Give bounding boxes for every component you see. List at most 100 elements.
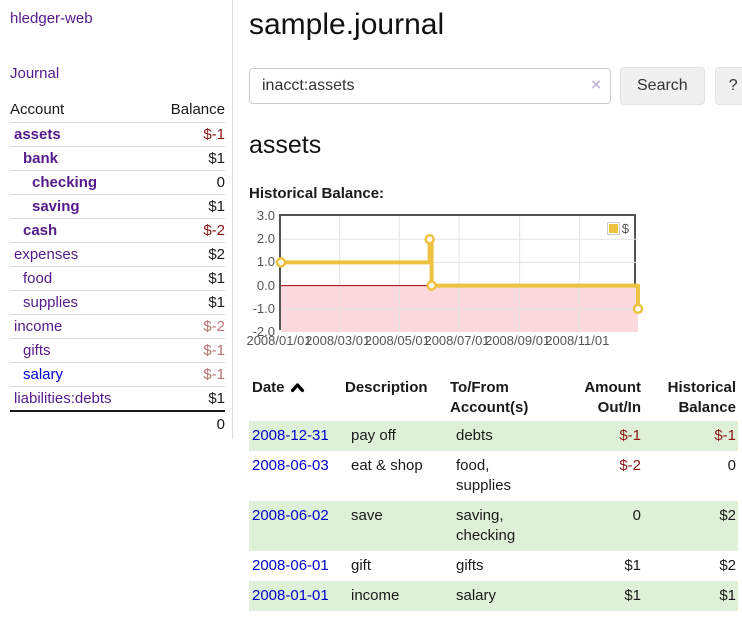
transaction-balance: $1 [719, 587, 736, 604]
transaction-amount: 0 [632, 507, 641, 524]
data-point [424, 233, 435, 245]
account-balance: $1 [208, 150, 225, 167]
main-content: sample.journal × Search ? assets Histori… [233, 0, 742, 631]
register-row: 2008-01-01 income salary $1 $1 [249, 581, 738, 611]
transaction-date-link[interactable]: 2008-06-02 [252, 507, 329, 524]
account-balance: $1 [208, 294, 225, 311]
account-name-cell: saving [10, 195, 150, 219]
account-link[interactable]: income [14, 318, 63, 335]
transaction-description: eat & shop [351, 457, 423, 474]
y-axis-labels: 3.0 2.0 1.0 0.0 -1.0 -2.0 [249, 209, 275, 339]
balance-header-line1: Historical [667, 379, 736, 396]
account-row: liabilities:debts $1 [10, 386, 225, 412]
account-row: income $-2 [10, 314, 225, 339]
account-name-cell: expenses [10, 243, 150, 267]
y-tick-label: 0.0 [256, 277, 275, 293]
account-name-cell: cash [10, 219, 150, 243]
balance-column-header: Balance [170, 101, 225, 118]
search-form: × Search ? [249, 67, 742, 105]
chart-title: Historical Balance: [249, 185, 385, 202]
account-link[interactable]: food [23, 270, 53, 287]
transaction-date-cell: 2008-06-01 [249, 551, 345, 581]
brand-link[interactable]: hledger-web [10, 10, 93, 27]
account-row: checking 0 [10, 170, 225, 195]
transaction-date-link[interactable]: 2008-01-01 [252, 587, 329, 604]
account-link[interactable]: liabilities:debts [14, 390, 112, 407]
search-box: × [249, 68, 611, 104]
account-link[interactable]: saving [32, 198, 80, 215]
help-button[interactable]: ? [714, 67, 742, 105]
account-balance: 0 [216, 174, 225, 191]
transaction-balance: $2 [719, 557, 736, 574]
account-name-cell: liabilities:debts [10, 387, 150, 412]
y-tick-label: -2.0 [252, 324, 275, 339]
accounts-header-line1: To/From [450, 379, 509, 396]
date-header-label: Date [252, 379, 285, 396]
data-point [275, 257, 287, 268]
x-tick-label: 2008/05/01 [364, 333, 430, 348]
accounts-column-header: To/From Account(s) [450, 376, 552, 421]
accounts-table: Account Balance assets $-1 bank $1 checking 0… [10, 98, 225, 437]
account-link[interactable]: supplies [23, 294, 79, 311]
balance-header-line2: Balance [678, 399, 736, 416]
account-balance: $-1 [203, 366, 225, 383]
account-balance: $1 [208, 390, 225, 407]
transaction-amount: $-1 [619, 427, 641, 444]
transaction-date-link[interactable]: 2008-06-03 [252, 457, 329, 474]
chart-canvas [275, 216, 644, 332]
account-balance: $-1 [203, 342, 225, 359]
sidebar-item-journal[interactable]: Journal [10, 65, 60, 82]
transaction-date-cell: 2008-06-03 [249, 451, 345, 501]
account-link[interactable]: assets [14, 126, 61, 143]
y-tick-label: 1.0 [256, 254, 275, 270]
data-point [426, 280, 437, 291]
register-row: 2008-06-02 save saving, checking 0 $2 [249, 501, 738, 551]
account-name-cell: salary [10, 363, 150, 387]
account-link[interactable]: cash [23, 222, 58, 239]
legend-label: $ [621, 221, 629, 236]
clear-search-icon[interactable]: × [591, 75, 601, 94]
accounts-header-line2: Account(s) [450, 399, 529, 416]
search-button[interactable]: Search [620, 67, 705, 105]
x-axis-labels: 2008/01/01 2008/03/01 2008/05/01 2008/07/01… [246, 330, 636, 350]
transaction-description: save [351, 507, 383, 524]
account-name-cell: assets [10, 123, 150, 147]
balance-column-header-main: Historical Balance [643, 376, 738, 421]
register-row: 2008-12-31 pay off debts $-1 $-1 [249, 421, 738, 451]
transaction-accounts: food, supplies [456, 457, 512, 494]
transaction-date-link[interactable]: 2008-12-31 [252, 427, 329, 444]
x-tick-label: 2008/11/01 [545, 333, 610, 348]
account-link[interactable]: checking [32, 174, 98, 191]
account-link[interactable]: salary [23, 366, 64, 383]
account-row: bank $1 [10, 146, 225, 171]
account-balance: $1 [208, 198, 225, 215]
transaction-accounts: salary [456, 587, 497, 604]
transaction-date-link[interactable]: 2008-06-01 [252, 557, 329, 574]
transaction-balance: $2 [719, 507, 736, 524]
sort-ascending-icon [290, 383, 304, 393]
y-tick-label: 3.0 [256, 208, 275, 223]
account-row: food $1 [10, 266, 225, 291]
account-row: supplies $1 [10, 290, 225, 315]
account-column-header: Account [10, 101, 65, 118]
account-link[interactable]: expenses [14, 246, 79, 263]
transaction-balance: $-1 [714, 427, 736, 444]
search-input[interactable] [249, 68, 611, 104]
account-link[interactable]: gifts [23, 342, 51, 359]
account-row: cash $-2 [10, 218, 225, 243]
account-balance: $1 [208, 270, 225, 287]
balance-chart: 3.0 2.0 1.0 0.0 -1.0 -2.0 $ 2008/01/01 2008/03… [246, 209, 742, 350]
date-column-header[interactable]: Date [249, 376, 345, 421]
account-link[interactable]: bank [23, 150, 59, 167]
account-name-cell: supplies [10, 291, 150, 315]
account-balance: $-1 [203, 126, 225, 143]
transaction-amount: $1 [624, 587, 641, 604]
total-row: 0 [10, 410, 225, 437]
account-row: expenses $2 [10, 242, 225, 267]
register-header-row: Date Description To/From Account(s) Amoun… [249, 376, 738, 421]
transaction-balance: 0 [727, 457, 736, 474]
transaction-description: pay off [351, 427, 396, 444]
total-balance: 0 [150, 410, 225, 437]
amount-header-line2: Out/In [597, 399, 641, 416]
